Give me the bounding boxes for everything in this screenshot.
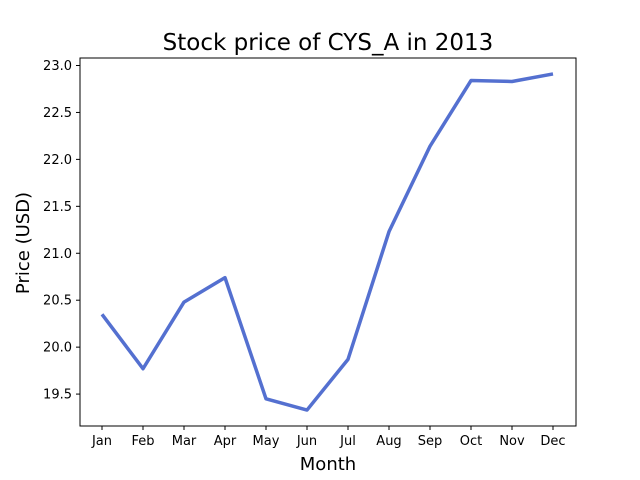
y-axis-label: Price (USD) [13,192,34,294]
y-tick-label: 21.5 [43,200,72,215]
axes-frame [79,57,577,427]
y-tick-label: 21.0 [43,247,72,262]
y-tick-label: 22.0 [43,153,72,168]
x-tick-label: Aug [376,434,401,449]
x-axis-label: Month [300,454,356,475]
x-tick-label: Nov [499,434,525,449]
x-tick-label: Dec [540,434,565,449]
x-tick-label: Mar [172,434,197,449]
axes: Jan Feb Mar Apr May Jun Jul Aug Sep Oct Nov Dec 19.5… [43,57,577,449]
series-line [100,72,554,412]
plot-area [100,72,554,412]
x-tick-label: Sep [418,434,443,449]
x-tick-label: Apr [214,434,237,449]
y-tick-label: 22.5 [43,106,72,121]
x-tick-label: Oct [460,434,482,449]
y-tick-label: 23.0 [43,59,72,74]
y-tick-label: 19.5 [43,388,72,403]
x-tick-label: Feb [131,434,154,449]
x-tick-label: Jun [296,434,317,449]
y-tick-label: 20.0 [43,341,72,356]
x-tick-label: Jul [339,434,356,449]
x-tick-label: Jan [91,434,112,449]
x-tick-label: May [253,434,280,449]
y-tick-label: 20.5 [43,294,72,309]
chart-title: Stock price of CYS_A in 2013 [163,30,494,56]
